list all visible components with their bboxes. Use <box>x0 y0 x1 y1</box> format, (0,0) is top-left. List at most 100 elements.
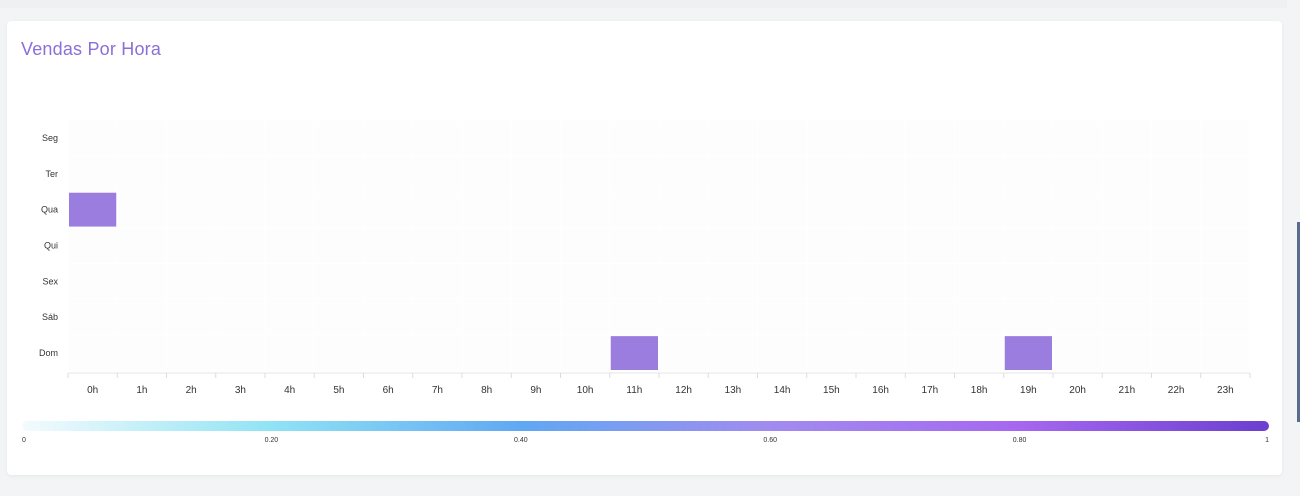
x-tick-label: 0h <box>87 385 98 396</box>
heatmap-cell-dom-19h[interactable] <box>1004 336 1052 370</box>
x-tick-label: 18h <box>971 385 988 396</box>
heatmap-empty-cell <box>1152 263 1201 299</box>
heatmap-empty-cell <box>1201 120 1250 156</box>
x-tick-label: 4h <box>284 385 295 396</box>
heatmap-empty-cell <box>856 120 905 156</box>
heatmap-empty-cell <box>1102 120 1151 156</box>
heatmap-empty-cell <box>856 335 905 371</box>
heatmap-empty-cell <box>364 335 413 371</box>
heatmap-empty-cell <box>413 120 462 156</box>
heatmap-empty-cell <box>1102 228 1151 263</box>
y-tick-label: Seg <box>42 133 58 143</box>
heatmap-empty-cell <box>610 120 659 156</box>
heatmap-empty-cell <box>561 120 610 156</box>
heatmap-empty-cell <box>955 120 1004 156</box>
heatmap-empty-cell <box>68 263 117 299</box>
heatmap-empty-cell <box>708 335 757 371</box>
heatmap-empty-cell <box>1004 263 1053 299</box>
heatmap-cell-dom-11h[interactable] <box>610 336 658 370</box>
heatmap-empty-cell <box>561 299 610 335</box>
heatmap-empty-cell <box>1053 228 1102 263</box>
heatmap-empty-cell <box>511 192 560 228</box>
heatmap-empty-cell <box>905 156 954 192</box>
heatmap-empty-cell <box>955 156 1004 192</box>
heatmap-empty-cell <box>216 263 265 299</box>
heatmap-empty-cell <box>1004 228 1053 263</box>
x-tick-label: 1h <box>136 385 147 396</box>
heatmap-empty-cell <box>462 263 511 299</box>
color-scale-tick-label: 0.80 <box>1012 437 1027 444</box>
x-tick-label: 8h <box>481 385 492 396</box>
heatmap-empty-cell <box>265 228 314 263</box>
heatmap-empty-cell <box>68 228 117 263</box>
heatmap-empty-cell <box>364 299 413 335</box>
heatmap-empty-cell <box>807 263 856 299</box>
heatmap-empty-cell <box>364 263 413 299</box>
heatmap-empty-cell <box>659 299 708 335</box>
heatmap-empty-cell <box>610 263 659 299</box>
heatmap-empty-cell <box>364 192 413 228</box>
heatmap-empty-cell <box>856 299 905 335</box>
heatmap-empty-cell <box>905 335 954 371</box>
grid-layer <box>68 120 1250 371</box>
heatmap-empty-cell <box>1201 335 1250 371</box>
heatmap-empty-cell <box>659 335 708 371</box>
heatmap-empty-cell <box>856 263 905 299</box>
x-tick-label: 11h <box>626 385 642 396</box>
heatmap-empty-cell <box>610 299 659 335</box>
heatmap-empty-cell <box>1152 228 1201 263</box>
heatmap-empty-cell <box>1004 299 1053 335</box>
heatmap-empty-cell <box>413 263 462 299</box>
heatmap-cell-qua-0h[interactable] <box>69 192 117 227</box>
heatmap-empty-cell <box>955 192 1004 228</box>
heatmap-empty-cell <box>905 299 954 335</box>
heatmap-empty-cell <box>364 228 413 263</box>
heatmap-empty-cell <box>955 299 1004 335</box>
heatmap-empty-cell <box>1152 192 1201 228</box>
heatmap-empty-cell <box>758 156 807 192</box>
heatmap-empty-cell <box>955 228 1004 263</box>
heatmap-empty-cell <box>1152 120 1201 156</box>
x-tick-label: 17h <box>922 385 939 396</box>
heatmap-empty-cell <box>1053 192 1102 228</box>
heatmap-empty-cell <box>413 335 462 371</box>
heatmap-empty-cell <box>1102 263 1151 299</box>
heatmap-empty-cell <box>561 192 610 228</box>
heatmap-empty-cell <box>117 263 166 299</box>
heatmap-empty-cell <box>1201 156 1250 192</box>
heatmap-empty-cell <box>462 156 511 192</box>
heatmap-empty-cell <box>758 299 807 335</box>
heatmap-empty-cell <box>561 156 610 192</box>
heatmap-empty-cell <box>758 263 807 299</box>
y-tick-label: Dom <box>39 348 58 358</box>
heatmap-empty-cell <box>708 192 757 228</box>
heatmap-empty-cell <box>314 335 363 371</box>
heatmap-empty-cell <box>167 120 216 156</box>
heatmap-empty-cell <box>265 120 314 156</box>
heatmap-empty-cell <box>117 228 166 263</box>
heatmap-empty-cell <box>1201 192 1250 228</box>
heatmap-empty-cell <box>856 192 905 228</box>
scrollbar-thumb[interactable] <box>1297 222 1300 422</box>
color-scale-bar[interactable] <box>22 421 1269 431</box>
heatmap-empty-cell <box>610 228 659 263</box>
cells-layer <box>69 192 1052 370</box>
heatmap-empty-cell <box>807 228 856 263</box>
heatmap-empty-cell <box>1053 263 1102 299</box>
heatmap-empty-cell <box>708 120 757 156</box>
color-scale-tick-label: 1 <box>1265 437 1269 444</box>
heatmap-empty-cell <box>117 120 166 156</box>
x-tick-label: 23h <box>1217 385 1234 396</box>
heatmap-empty-cell <box>314 120 363 156</box>
heatmap-empty-cell <box>314 263 363 299</box>
heatmap-empty-cell <box>807 120 856 156</box>
y-tick-label: Sex <box>42 276 58 286</box>
heatmap-empty-cell <box>758 120 807 156</box>
heatmap-empty-cell <box>1102 192 1151 228</box>
card-title: Vendas Por Hora <box>21 39 162 59</box>
heatmap-empty-cell <box>659 228 708 263</box>
heatmap-empty-cell <box>462 299 511 335</box>
heatmap-empty-cell <box>708 263 757 299</box>
top-strip <box>0 0 1300 8</box>
heatmap-empty-cell <box>1201 228 1250 263</box>
